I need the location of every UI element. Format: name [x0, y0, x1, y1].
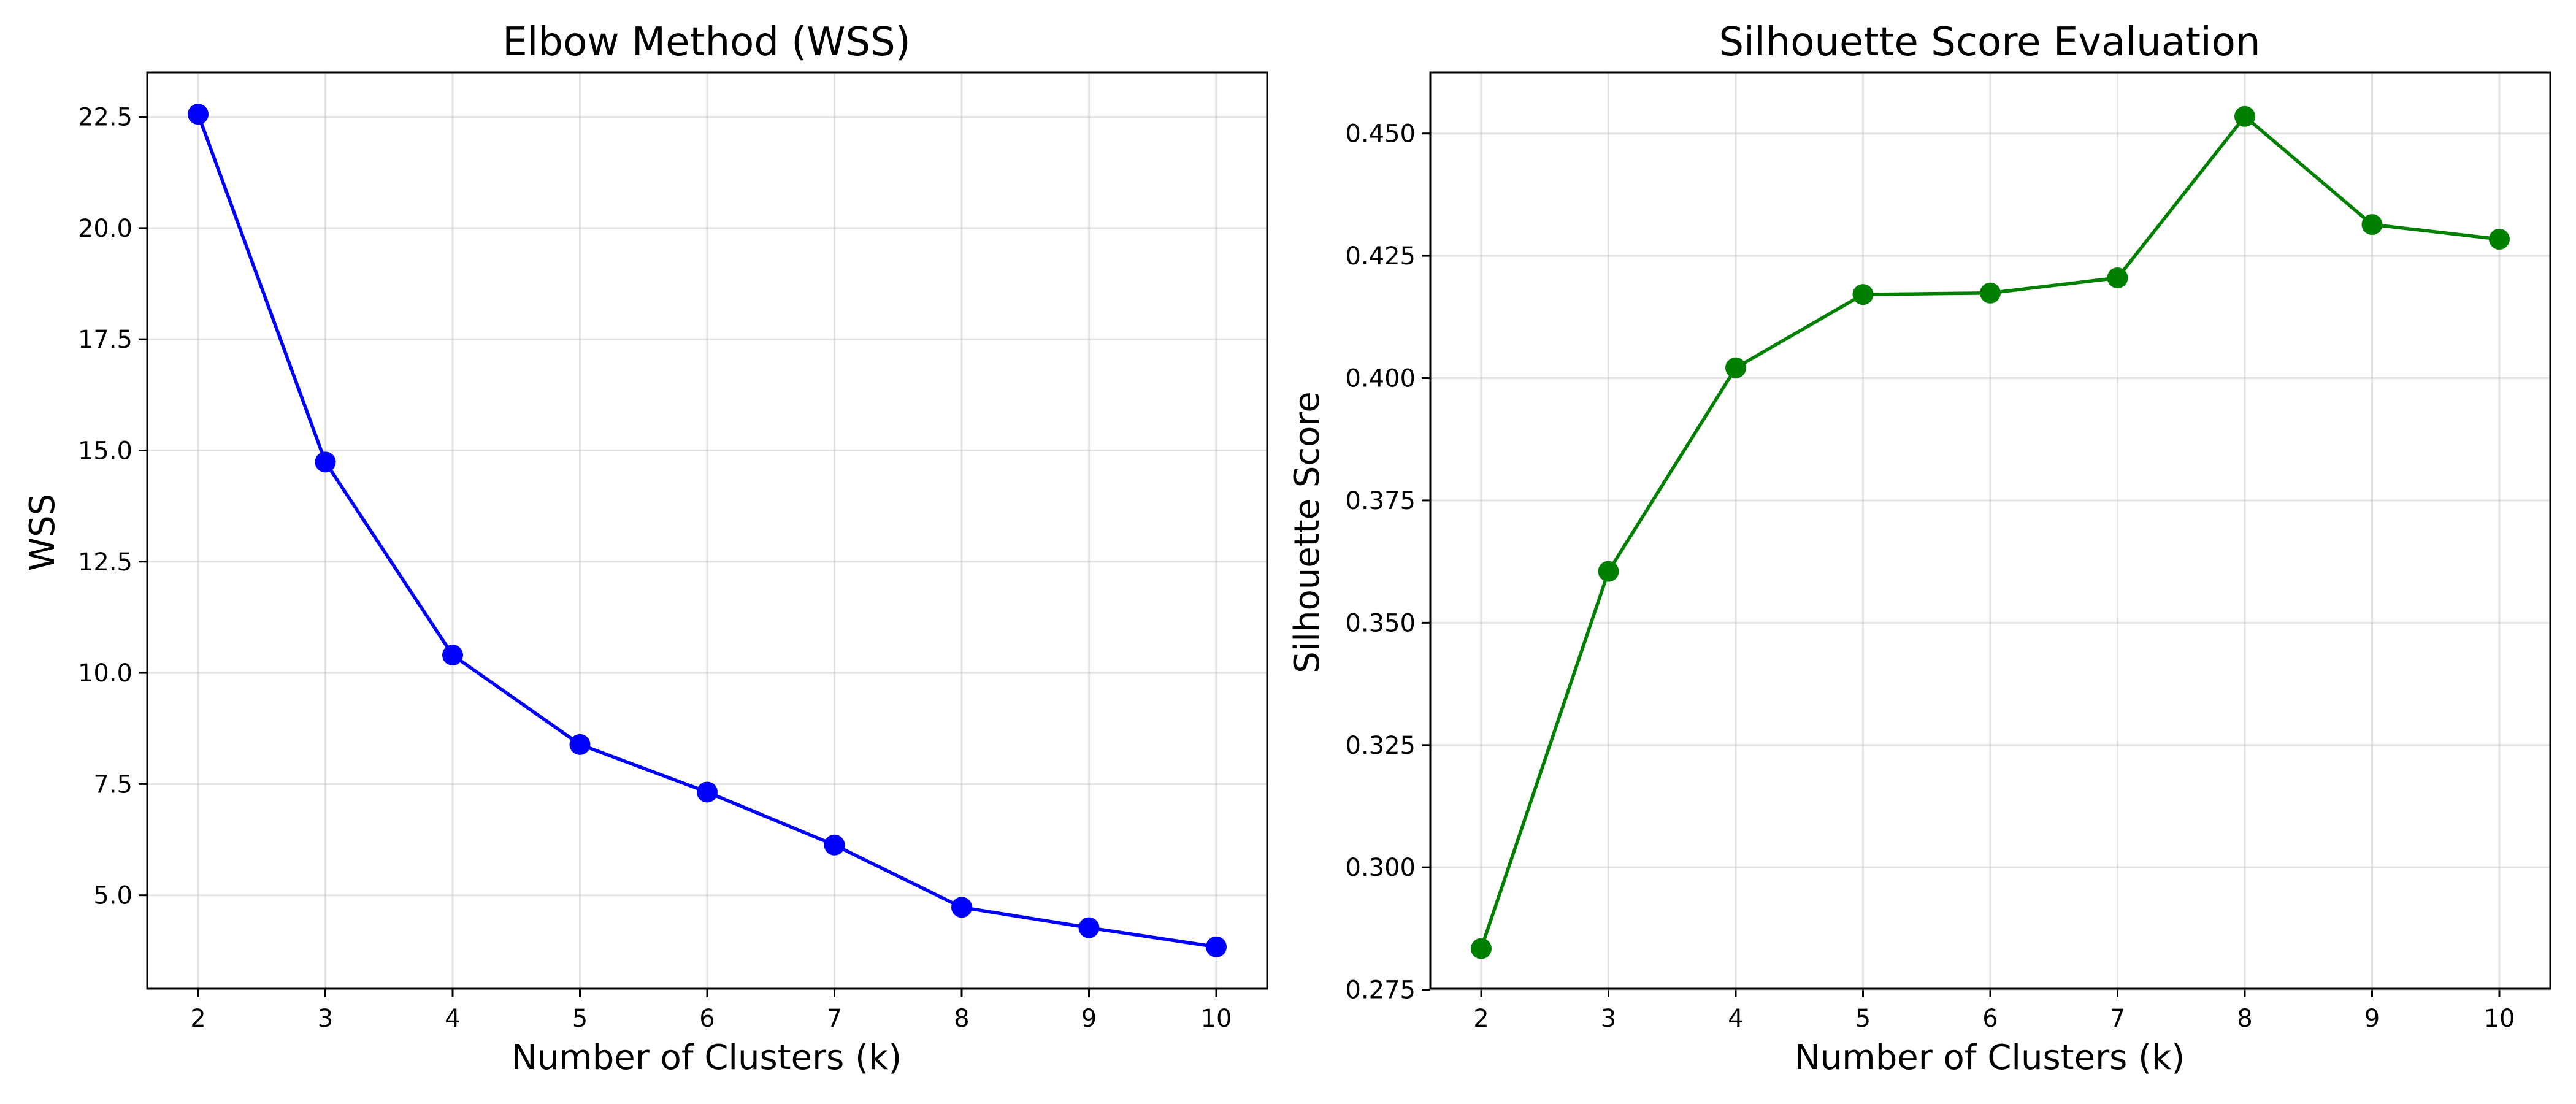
silhouette-chart-x-tick-label: 10: [2484, 1005, 2515, 1033]
elbow-chart-data-point: [442, 645, 463, 666]
silhouette-chart-data-point: [1725, 357, 1746, 378]
silhouette-chart-data-point: [1980, 282, 2001, 304]
elbow-chart-y-tick-label: 10.0: [78, 659, 132, 688]
elbow-chart-data-point: [188, 104, 209, 125]
elbow-chart-x-tick-label: 9: [1081, 1005, 1097, 1033]
silhouette-chart-data-point: [2489, 228, 2510, 250]
silhouette-chart-x-tick-label: 3: [1601, 1005, 1616, 1033]
silhouette-chart-x-tick-label: 2: [1473, 1005, 1489, 1033]
elbow-chart-x-tick-label: 4: [445, 1005, 460, 1033]
elbow-chart-data-point: [951, 897, 972, 918]
silhouette-chart-plot-frame: [1429, 71, 2551, 990]
silhouette-chart-y-axis-label: Silhouette Score: [1287, 391, 1327, 673]
silhouette-chart-data-point: [1598, 561, 1619, 582]
elbow-chart-data-point: [315, 451, 336, 473]
silhouette-chart-x-tick-label: 9: [2364, 1005, 2380, 1033]
silhouette-chart-x-axis-label: Number of Clusters (k): [1795, 1038, 2185, 1078]
elbow-chart-x-tick-label: 10: [1201, 1005, 1232, 1033]
elbow-chart-data-point: [824, 834, 845, 856]
silhouette-chart-x-tick-label: 7: [2110, 1005, 2125, 1033]
silhouette-chart-y-tick-label: 0.375: [1345, 487, 1416, 515]
silhouette-chart-data-point: [2107, 267, 2128, 289]
elbow-chart-y-tick-label: 20.0: [78, 215, 132, 243]
silhouette-chart: Silhouette Score Evaluation Number of Cl…: [1287, 20, 2551, 1078]
elbow-chart-data-point: [569, 734, 591, 755]
elbow-chart-y-axis-label: WSS: [23, 494, 63, 571]
elbow-chart-y-tick-label: 5.0: [93, 882, 132, 910]
silhouette-chart-y-tick-label: 0.275: [1345, 976, 1416, 1005]
elbow-chart-data-point: [1206, 936, 1227, 957]
elbow-chart-x-tick-label: 7: [827, 1005, 842, 1033]
silhouette-chart-y-tick-label: 0.350: [1345, 609, 1416, 637]
silhouette-chart-y-tick-label: 0.400: [1345, 365, 1416, 393]
silhouette-chart-x-tick-label: 5: [1855, 1005, 1871, 1033]
elbow-chart: Elbow Method (WSS) Number of Clusters (k…: [23, 20, 1268, 1078]
silhouette-chart-data-point: [2234, 105, 2255, 127]
silhouette-chart-data-point: [1852, 284, 1874, 305]
elbow-chart-x-tick-label: 6: [699, 1005, 715, 1033]
silhouette-chart-x-tick-label: 8: [2237, 1005, 2252, 1033]
silhouette-chart-y-tick-label: 0.425: [1345, 242, 1416, 270]
elbow-chart-x-tick-label: 2: [190, 1005, 205, 1033]
elbow-chart-y-tick-label: 22.5: [78, 104, 132, 132]
silhouette-chart-data-point: [2361, 214, 2383, 236]
silhouette-chart-x-tick-label: 6: [1982, 1005, 1998, 1033]
elbow-chart-x-tick-label: 3: [318, 1005, 333, 1033]
silhouette-chart-y-tick-label: 0.450: [1345, 120, 1416, 148]
elbow-chart-plot-frame: [146, 71, 1268, 990]
elbow-chart-y-tick-label: 17.5: [78, 326, 132, 354]
silhouette-chart-x-tick-label: 4: [1728, 1005, 1743, 1033]
silhouette-chart-y-tick-label: 0.300: [1345, 854, 1416, 882]
elbow-chart-x-axis-label: Number of Clusters (k): [512, 1038, 902, 1078]
elbow-chart-y-tick-label: 7.5: [93, 770, 132, 799]
elbow-chart-y-tick-label: 12.5: [78, 548, 132, 577]
elbow-chart-data-point: [697, 781, 718, 803]
elbow-chart-x-tick-label: 5: [572, 1005, 588, 1033]
elbow-chart-y-tick-label: 15.0: [78, 437, 132, 465]
elbow-chart-title: Elbow Method (WSS): [502, 20, 911, 65]
silhouette-chart-data-point: [1471, 938, 1492, 959]
silhouette-chart-y-tick-label: 0.325: [1345, 732, 1416, 760]
silhouette-chart-title: Silhouette Score Evaluation: [1719, 20, 2260, 65]
elbow-chart-data-point: [1078, 917, 1100, 938]
elbow-chart-x-tick-label: 8: [954, 1005, 969, 1033]
